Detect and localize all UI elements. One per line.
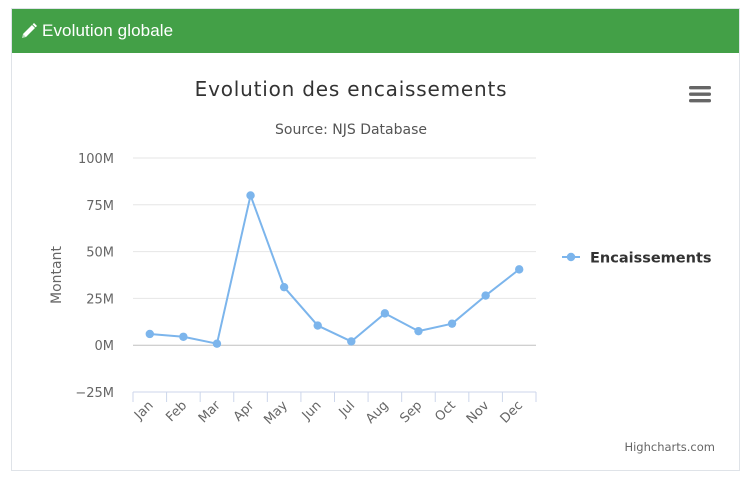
series-line (149, 194, 520, 345)
series-encaissements (145, 191, 524, 348)
chart-title: Evolution des encaissements (195, 77, 508, 101)
legend[interactable]: Encaissements (562, 251, 712, 267)
y-tick-label: 100M (78, 152, 114, 167)
data-point[interactable] (279, 282, 289, 292)
panel-title: Evolution globale (42, 21, 174, 40)
y-tick-label: 25M (86, 292, 114, 307)
data-point[interactable] (481, 291, 490, 300)
data-point[interactable] (145, 329, 154, 339)
x-axis-ticks: Jan Feb Mar Apr May Jun Jul Aug Sep Oct Nov Dec (131, 398, 526, 428)
x-tick-label: Oct (432, 398, 459, 425)
x-tick-label: Jul (336, 398, 358, 420)
y-tick-label: −25M (75, 386, 114, 401)
x-tick-label: May (261, 398, 291, 428)
chart-subtitle: Source: NJS Database (275, 122, 427, 138)
x-tick-label: Jun (299, 398, 325, 424)
credits-link[interactable]: Highcharts.com (624, 440, 715, 454)
data-point[interactable] (212, 339, 222, 348)
data-point[interactable] (414, 326, 423, 336)
y-gridlines (133, 157, 536, 393)
y-axis-ticks: −25M 0M 25M 50M 75M 100M (75, 152, 114, 401)
data-point[interactable] (347, 337, 356, 346)
y-tick-label: 50M (86, 246, 114, 261)
legend-item-encaissements[interactable]: Encaissements (590, 251, 712, 267)
data-point[interactable] (515, 265, 524, 274)
hamburger-menu-icon[interactable] (686, 82, 714, 106)
y-tick-label: 0M (95, 339, 115, 354)
x-tick-label: Nov (464, 398, 493, 427)
x-tick-label: Mar (196, 398, 224, 426)
pencil-icon (20, 22, 38, 40)
data-point[interactable] (179, 332, 188, 341)
data-point[interactable] (246, 191, 255, 200)
y-tick-label: 75M (86, 199, 114, 214)
legend-marker (566, 252, 576, 262)
x-tick-label: Jan (131, 398, 156, 423)
x-tick-label: Aug (363, 398, 392, 427)
x-tick-label: Feb (163, 398, 190, 425)
data-point[interactable] (313, 321, 322, 330)
data-point[interactable] (380, 309, 390, 318)
x-tick-label: Dec (498, 398, 526, 426)
panel-header: Evolution globale (12, 9, 739, 53)
x-tick-label: Apr (231, 398, 258, 425)
y-axis-label: Montant (49, 246, 65, 304)
x-tick-label: Sep (397, 398, 425, 426)
x-axis (132, 391, 537, 402)
data-point[interactable] (447, 319, 457, 328)
